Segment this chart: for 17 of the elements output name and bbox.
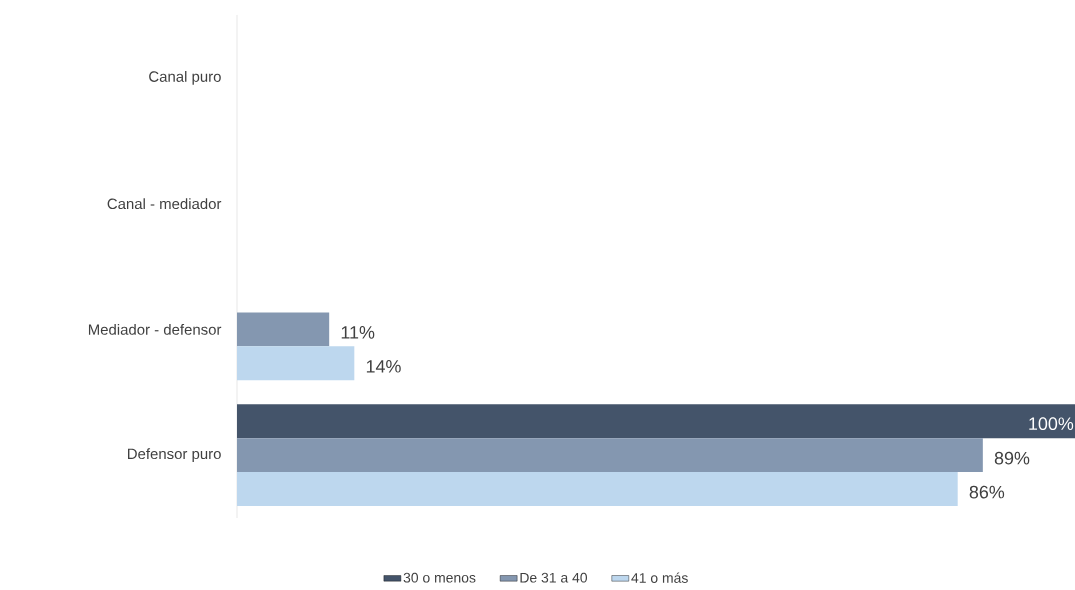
bar: [237, 346, 355, 381]
y-tick-label: Canal - mediador: [107, 198, 222, 210]
data-label: 14%: [366, 360, 401, 373]
data-label: 89%: [994, 451, 1030, 465]
data-label: 100%: [1029, 417, 1074, 431]
y-tick-label: Defensor puro: [128, 448, 221, 463]
legend-label: 41 o más: [631, 572, 688, 583]
y-tick-label: Mediador - defensor: [88, 323, 222, 335]
legend-label: 30 o menos: [403, 572, 476, 583]
data-label: 86%: [969, 485, 1005, 499]
bar: [237, 472, 958, 507]
bar: [237, 404, 1075, 439]
y-tick-label: Canal puro: [149, 70, 221, 85]
bar: [237, 312, 330, 347]
data-label: 11%: [341, 326, 375, 339]
legend-label: De 31 a 40: [520, 572, 588, 583]
bar: [237, 438, 983, 473]
